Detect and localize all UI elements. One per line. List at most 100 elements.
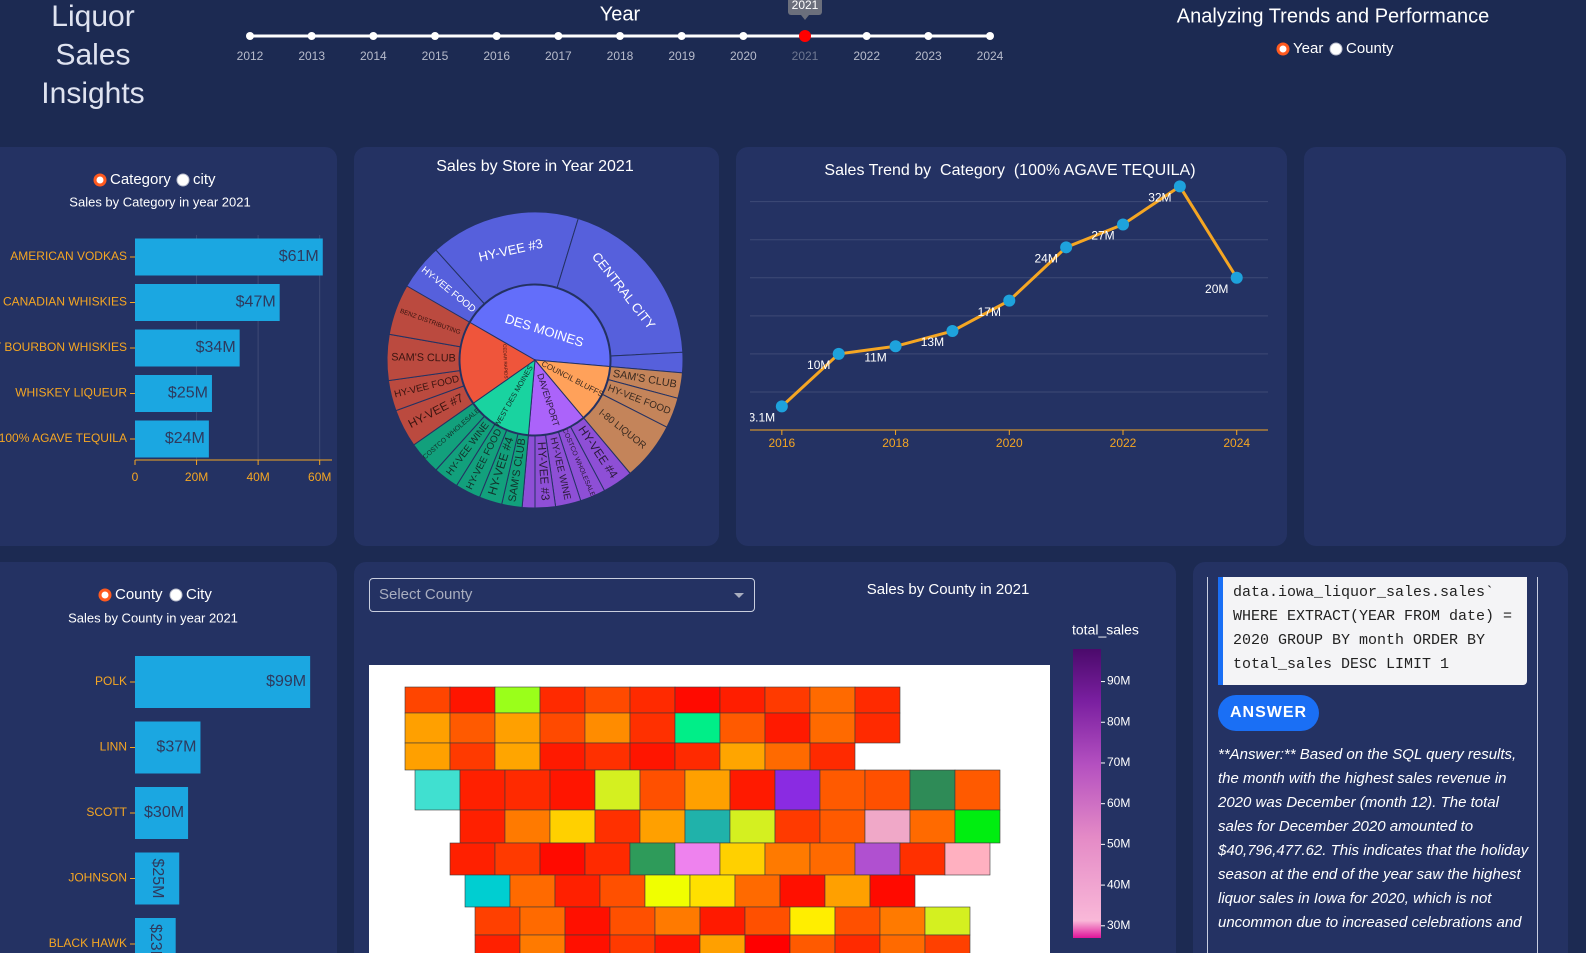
county[interactable] <box>594 809 641 844</box>
county[interactable] <box>864 809 911 844</box>
radio-label[interactable]: Year <box>1293 40 1323 57</box>
slider-dot[interactable] <box>616 32 624 40</box>
county[interactable] <box>494 742 541 771</box>
county[interactable] <box>909 809 956 844</box>
county[interactable] <box>584 842 631 876</box>
county[interactable] <box>719 842 766 876</box>
county[interactable] <box>899 842 946 876</box>
county[interactable] <box>909 769 956 811</box>
county[interactable] <box>549 809 596 844</box>
county[interactable] <box>474 934 521 953</box>
slider-dot[interactable] <box>369 32 378 40</box>
county[interactable] <box>674 712 721 744</box>
county[interactable] <box>539 742 586 771</box>
slider-dot[interactable] <box>554 32 563 40</box>
county[interactable] <box>854 842 901 876</box>
county[interactable] <box>809 712 856 744</box>
county[interactable] <box>494 712 541 744</box>
county[interactable] <box>779 874 826 908</box>
county[interactable] <box>719 712 766 744</box>
county[interactable] <box>729 769 776 811</box>
county[interactable] <box>639 809 686 844</box>
county[interactable] <box>689 874 736 908</box>
radio-button[interactable] <box>98 588 112 602</box>
county[interactable] <box>674 686 721 714</box>
county[interactable] <box>464 874 511 908</box>
radio-button[interactable] <box>169 588 183 602</box>
county[interactable] <box>764 712 811 744</box>
county[interactable] <box>449 712 496 744</box>
county[interactable] <box>629 742 676 771</box>
radio-button[interactable] <box>176 173 190 187</box>
county[interactable] <box>819 769 866 811</box>
radio-label[interactable]: Category <box>110 171 171 188</box>
county[interactable] <box>674 742 721 771</box>
county[interactable] <box>504 769 551 811</box>
slider-dot[interactable] <box>924 32 933 40</box>
county[interactable] <box>729 809 776 844</box>
county[interactable] <box>404 686 451 714</box>
county[interactable] <box>629 842 676 876</box>
county[interactable] <box>449 742 496 771</box>
county[interactable] <box>609 906 656 936</box>
radio-button[interactable] <box>1329 42 1343 56</box>
radio-button[interactable] <box>93 173 107 187</box>
county[interactable] <box>584 712 631 744</box>
county[interactable] <box>459 769 506 811</box>
county[interactable] <box>879 934 926 953</box>
slider-dot[interactable] <box>307 32 316 40</box>
county[interactable] <box>414 769 461 811</box>
slider-dot[interactable] <box>677 32 686 40</box>
county[interactable] <box>539 686 586 714</box>
county[interactable] <box>819 809 866 844</box>
county[interactable] <box>504 809 551 844</box>
radio-label[interactable]: city <box>193 171 216 188</box>
county[interactable] <box>954 769 1001 811</box>
slider-dot[interactable] <box>986 32 994 40</box>
county[interactable] <box>924 906 971 936</box>
county[interactable] <box>719 686 766 714</box>
radio-label[interactable]: County <box>1346 40 1394 57</box>
county[interactable] <box>584 686 631 714</box>
slider-dot[interactable] <box>739 32 748 40</box>
radio-label[interactable]: County <box>115 586 163 603</box>
county[interactable] <box>809 842 856 876</box>
county-dropdown[interactable]: Select County <box>369 578 755 612</box>
slider-dot[interactable] <box>862 32 871 40</box>
county[interactable] <box>924 934 971 953</box>
county[interactable] <box>809 686 856 714</box>
county[interactable] <box>519 934 566 953</box>
county[interactable] <box>764 686 811 714</box>
county[interactable] <box>734 874 781 908</box>
county[interactable] <box>549 769 596 811</box>
county[interactable] <box>459 809 506 844</box>
county[interactable] <box>599 874 646 908</box>
county[interactable] <box>789 934 836 953</box>
county[interactable] <box>554 874 601 908</box>
county[interactable] <box>584 742 631 771</box>
county[interactable] <box>764 742 811 771</box>
radio-label[interactable]: City <box>186 586 212 603</box>
slider-dot[interactable] <box>492 32 501 40</box>
slider-dot[interactable] <box>799 30 811 42</box>
slider-dot[interactable] <box>246 32 254 40</box>
county[interactable] <box>854 712 901 744</box>
county[interactable] <box>684 769 731 811</box>
county[interactable] <box>879 906 926 936</box>
county[interactable] <box>944 842 991 876</box>
radio-button[interactable] <box>1276 42 1290 56</box>
county[interactable] <box>774 769 821 811</box>
county[interactable] <box>629 686 676 714</box>
county[interactable] <box>519 906 566 936</box>
county[interactable] <box>674 842 721 876</box>
county[interactable] <box>774 809 821 844</box>
slider-dot[interactable] <box>431 32 439 40</box>
county[interactable] <box>494 686 541 714</box>
county[interactable] <box>564 906 611 936</box>
county[interactable] <box>834 906 881 936</box>
county[interactable] <box>539 712 586 744</box>
county[interactable] <box>654 934 701 953</box>
county[interactable] <box>809 742 856 771</box>
county[interactable] <box>744 906 791 936</box>
county[interactable] <box>699 934 746 953</box>
